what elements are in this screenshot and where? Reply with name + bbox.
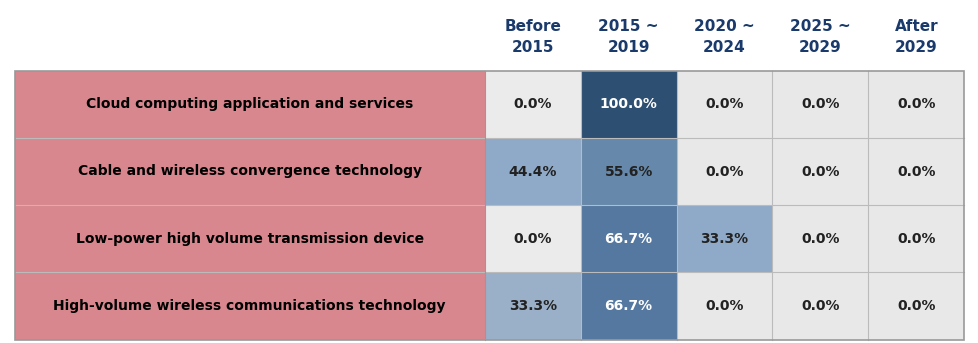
Bar xyxy=(15,205,484,272)
Bar xyxy=(484,71,580,138)
Text: Before
2015: Before 2015 xyxy=(504,19,560,55)
Bar xyxy=(484,138,580,205)
Text: 100.0%: 100.0% xyxy=(600,97,657,111)
Text: 0.0%: 0.0% xyxy=(800,97,839,111)
Bar xyxy=(580,138,676,205)
Text: 0.0%: 0.0% xyxy=(704,97,743,111)
Bar xyxy=(15,71,963,340)
Text: Low-power high volume transmission device: Low-power high volume transmission devic… xyxy=(75,232,423,246)
Text: 0.0%: 0.0% xyxy=(512,232,552,246)
Bar xyxy=(676,205,772,272)
Text: Cable and wireless convergence technology: Cable and wireless convergence technolog… xyxy=(77,165,422,178)
Bar xyxy=(580,71,676,138)
Text: 44.4%: 44.4% xyxy=(508,165,556,178)
Text: 0.0%: 0.0% xyxy=(800,299,839,313)
Bar xyxy=(676,272,772,340)
Text: 0.0%: 0.0% xyxy=(896,97,935,111)
Bar xyxy=(772,272,867,340)
Text: 2020 ~
2024: 2020 ~ 2024 xyxy=(693,19,754,55)
Text: 0.0%: 0.0% xyxy=(704,299,743,313)
Text: Cloud computing application and services: Cloud computing application and services xyxy=(86,97,413,111)
Bar xyxy=(867,138,963,205)
Text: 0.0%: 0.0% xyxy=(896,232,935,246)
Text: 0.0%: 0.0% xyxy=(704,165,743,178)
Bar xyxy=(772,71,867,138)
Bar xyxy=(484,205,580,272)
Text: 33.3%: 33.3% xyxy=(699,232,748,246)
Bar xyxy=(580,205,676,272)
Bar xyxy=(772,138,867,205)
Text: 0.0%: 0.0% xyxy=(800,165,839,178)
Text: High-volume wireless communications technology: High-volume wireless communications tech… xyxy=(54,299,446,313)
Bar xyxy=(772,205,867,272)
Text: 55.6%: 55.6% xyxy=(603,165,652,178)
Bar xyxy=(676,138,772,205)
Bar xyxy=(15,138,484,205)
Text: 66.7%: 66.7% xyxy=(604,299,652,313)
Text: 0.0%: 0.0% xyxy=(512,97,552,111)
Bar xyxy=(580,272,676,340)
Bar xyxy=(484,272,580,340)
Text: 0.0%: 0.0% xyxy=(800,232,839,246)
Bar xyxy=(15,71,484,138)
Text: 2025 ~
2029: 2025 ~ 2029 xyxy=(789,19,850,55)
Text: 0.0%: 0.0% xyxy=(896,299,935,313)
Text: 2015 ~
2019: 2015 ~ 2019 xyxy=(598,19,658,55)
Text: 0.0%: 0.0% xyxy=(896,165,935,178)
Bar xyxy=(867,272,963,340)
Text: 66.7%: 66.7% xyxy=(604,232,652,246)
Bar xyxy=(867,71,963,138)
Text: 33.3%: 33.3% xyxy=(509,299,556,313)
Bar xyxy=(867,205,963,272)
Text: After
2029: After 2029 xyxy=(894,19,937,55)
Bar xyxy=(676,71,772,138)
Bar xyxy=(15,272,484,340)
